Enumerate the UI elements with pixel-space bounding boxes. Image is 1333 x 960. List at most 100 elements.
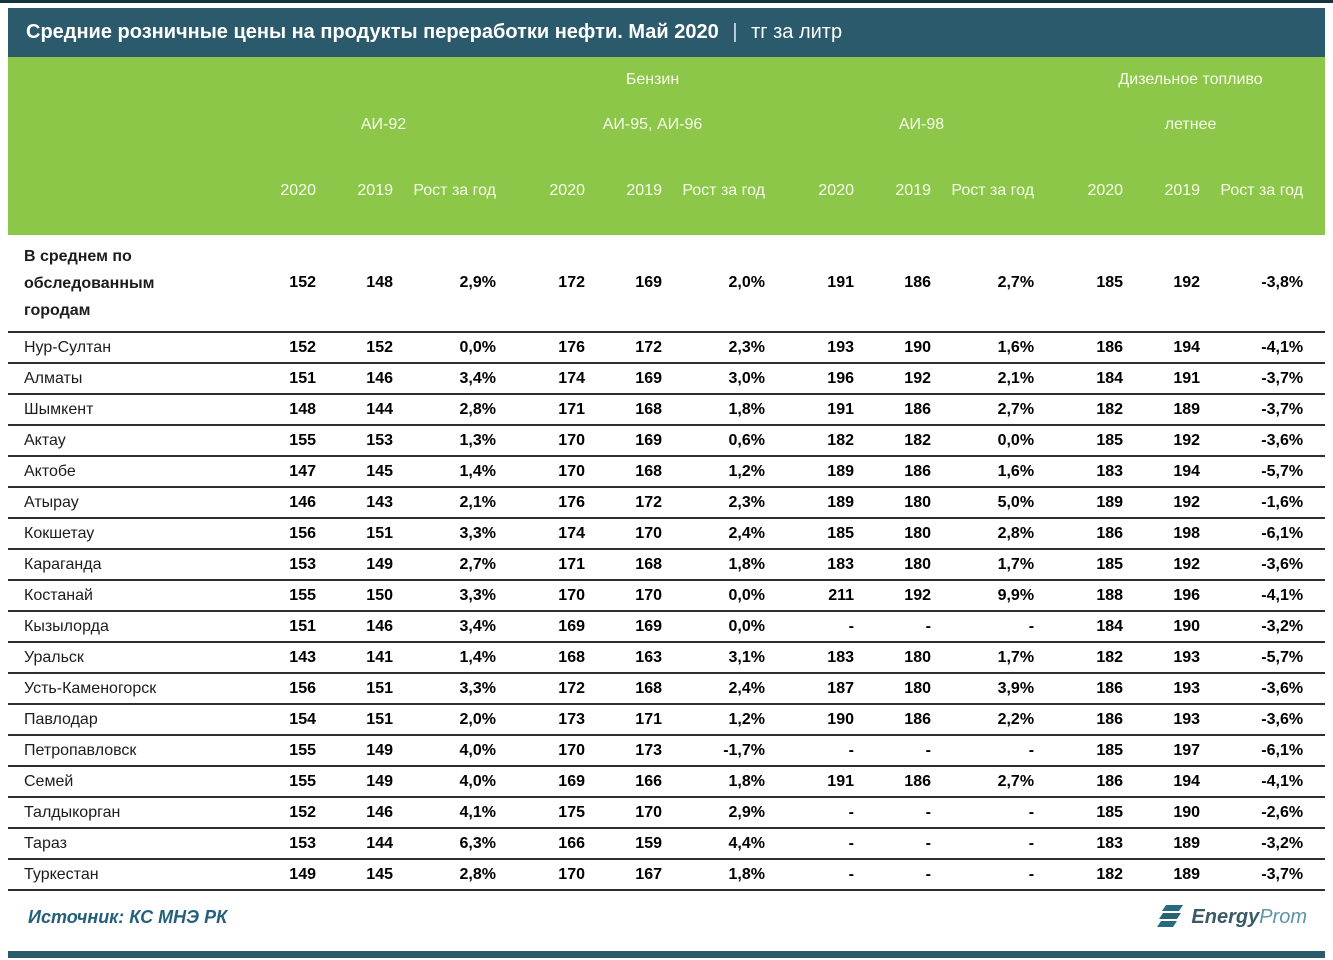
fuel-group-header-benzin: Бензин: [249, 57, 1057, 102]
growth-cell: -1,6%: [1214, 487, 1326, 519]
price-cell: 155: [249, 766, 330, 798]
price-cell: -: [787, 611, 868, 643]
price-cell: 196: [1137, 580, 1215, 612]
growth-cell: -: [945, 828, 1057, 860]
growth-cell: -4,1%: [1214, 580, 1326, 612]
price-cell: 191: [787, 766, 868, 798]
growth-cell: 3,3%: [407, 673, 518, 705]
price-cell: 174: [518, 518, 599, 550]
growth-column-header: Рост за год: [407, 147, 518, 235]
price-cell: 174: [518, 363, 599, 395]
price-cell: -: [868, 611, 945, 643]
price-cell: 175: [518, 797, 599, 829]
price-cell: 186: [1056, 518, 1138, 550]
price-cell: 170: [518, 859, 599, 891]
row-label: В среднем по обследованным городам: [8, 235, 249, 333]
price-cell: 182: [868, 425, 945, 457]
row-label: Караганда: [8, 549, 249, 581]
price-cell: 190: [787, 704, 868, 736]
table-row: Туркестан 149 145 2,8% 170 167 1,8% - - -182 189 -3…: [8, 859, 1326, 891]
growth-cell: 2,4%: [676, 518, 787, 550]
price-cell: 191: [1137, 363, 1215, 395]
growth-cell: -6,1%: [1214, 735, 1326, 767]
price-cell: 189: [787, 487, 868, 519]
year-column-header: 2020: [787, 147, 868, 235]
price-cell: 152: [249, 797, 330, 829]
price-cell: 169: [518, 611, 599, 643]
price-cell: 149: [330, 549, 407, 581]
price-cell: 186: [1056, 332, 1138, 364]
growth-cell: -3,6%: [1214, 549, 1326, 581]
price-cell: 144: [330, 828, 407, 860]
growth-cell: 1,7%: [945, 642, 1057, 674]
growth-cell: -3,6%: [1214, 425, 1326, 457]
growth-cell: 3,3%: [407, 580, 518, 612]
price-cell: 194: [1137, 766, 1215, 798]
row-label: Уральск: [8, 642, 249, 674]
price-cell: 155: [249, 425, 330, 457]
logo-text-prom: Prom: [1259, 905, 1307, 928]
table-row: Алматы 151 146 3,4% 174 169 3,0% 196 192 2,1% 184 1…: [8, 363, 1326, 395]
growth-cell: 6,3%: [407, 828, 518, 860]
top-border: [0, 0, 1333, 3]
price-cell: 186: [868, 704, 945, 736]
price-cell: 176: [518, 332, 599, 364]
growth-cell: 5,0%: [945, 487, 1057, 519]
price-cell: 145: [330, 456, 407, 488]
price-cell: 192: [868, 363, 945, 395]
growth-cell: 2,7%: [945, 766, 1057, 798]
price-cell: 143: [249, 642, 330, 674]
price-cell: -: [787, 735, 868, 767]
price-cell: 170: [518, 425, 599, 457]
price-cell: 180: [868, 673, 945, 705]
price-cell: 171: [518, 549, 599, 581]
growth-cell: 0,6%: [676, 425, 787, 457]
growth-cell: -3,6%: [1214, 673, 1326, 705]
growth-cell: -5,7%: [1214, 642, 1326, 674]
price-cell: 183: [787, 549, 868, 581]
price-cell: 196: [787, 363, 868, 395]
growth-cell: -: [945, 611, 1057, 643]
source-note: Источник: КС МНЭ РК: [28, 906, 228, 927]
price-cell: 146: [330, 363, 407, 395]
price-cell: 168: [599, 673, 676, 705]
price-cell: 190: [1137, 797, 1215, 829]
price-cell: 166: [599, 766, 676, 798]
growth-cell: 3,9%: [945, 673, 1057, 705]
growth-cell: 4,0%: [407, 735, 518, 767]
year-column-header: 2020: [1056, 147, 1138, 235]
price-cell: 169: [599, 611, 676, 643]
price-cell: 184: [1056, 363, 1138, 395]
table-row: Уральск 143 141 1,4% 168 163 3,1% 183 180 1,7% 182…: [8, 642, 1326, 674]
price-cell: 192: [1137, 549, 1215, 581]
price-cell: 194: [1137, 456, 1215, 488]
growth-cell: 3,4%: [407, 611, 518, 643]
price-cell: -: [787, 797, 868, 829]
growth-cell: -6,1%: [1214, 518, 1326, 550]
growth-cell: 4,1%: [407, 797, 518, 829]
table-row: Актау 155 153 1,3% 170 169 0,6% 182 182 0,0% 185 19…: [8, 425, 1326, 457]
price-cell: -: [868, 797, 945, 829]
growth-cell: -3,2%: [1214, 611, 1326, 643]
row-label: Актобе: [8, 456, 249, 488]
growth-cell: -: [945, 859, 1057, 891]
price-cell: 172: [518, 673, 599, 705]
price-cell: 193: [787, 332, 868, 364]
growth-cell: 3,4%: [407, 363, 518, 395]
price-cell: 182: [1056, 859, 1138, 891]
price-cell: 146: [330, 611, 407, 643]
table-row: В среднем по обследованным городам 152 148…: [8, 235, 1326, 333]
price-cell: 152: [249, 332, 330, 364]
price-cell: 186: [868, 235, 945, 333]
growth-cell: -1,7%: [676, 735, 787, 767]
growth-cell: 1,8%: [676, 394, 787, 426]
price-cell: 151: [330, 518, 407, 550]
growth-cell: 2,9%: [407, 235, 518, 333]
price-cell: 156: [249, 518, 330, 550]
price-cell: 172: [599, 332, 676, 364]
price-cell: 192: [1137, 487, 1215, 519]
price-cell: 189: [1056, 487, 1138, 519]
price-cell: 186: [868, 394, 945, 426]
growth-cell: 2,8%: [407, 394, 518, 426]
price-cell: 180: [868, 487, 945, 519]
